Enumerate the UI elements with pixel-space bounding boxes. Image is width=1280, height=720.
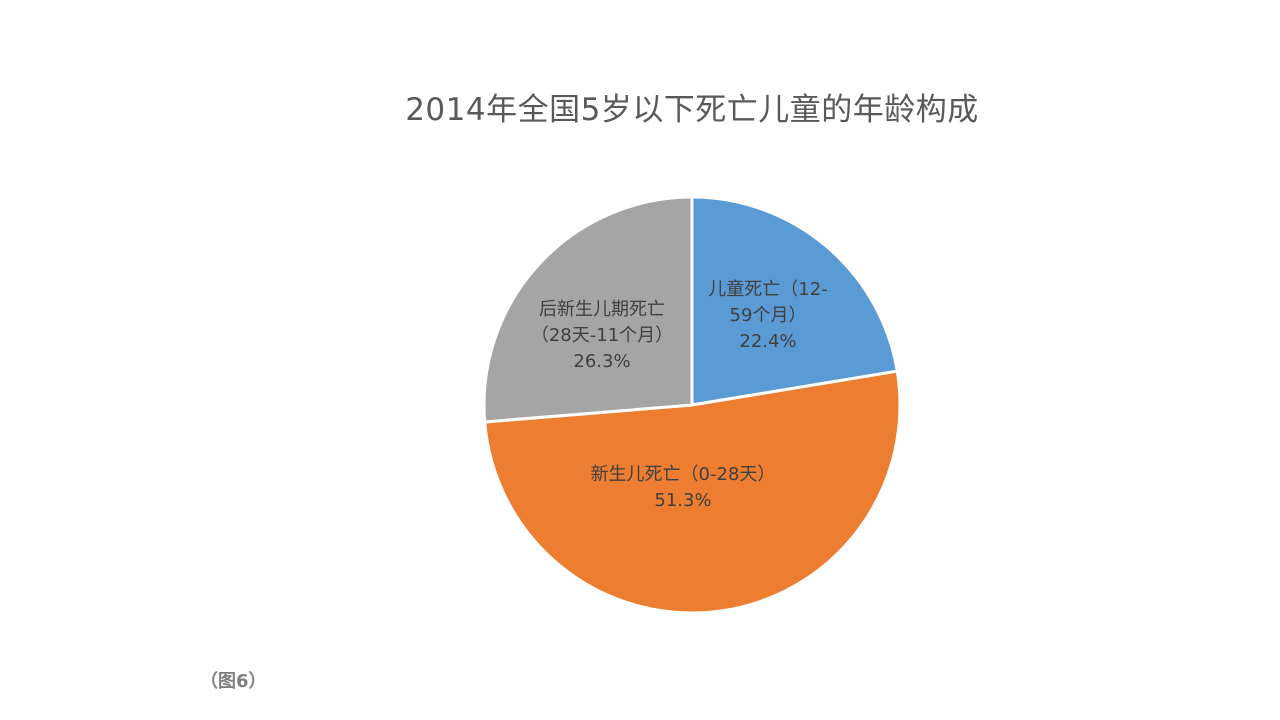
pie-slice-2 bbox=[483, 369, 902, 615]
pie-slice-3 bbox=[482, 195, 694, 424]
slice-category-label: 59个月） bbox=[730, 305, 807, 326]
chart-title: 2014年全国5岁以下死亡儿童的年龄构成 bbox=[405, 92, 979, 128]
pie-slice-1 bbox=[690, 195, 899, 407]
figure-caption: （图6） bbox=[200, 671, 267, 692]
slice-category-label: 新生儿死亡（0-28天） bbox=[591, 464, 776, 485]
slice-category-label: （28天-11个月） bbox=[531, 325, 673, 346]
slice-category-label: 儿童死亡（12- bbox=[708, 279, 827, 300]
slice-percent-label: 51.3% bbox=[654, 490, 711, 511]
slice-percent-label: 22.4% bbox=[739, 331, 796, 352]
slice-category-label: 后新生儿期死亡 bbox=[539, 299, 665, 320]
slice-data-label-3: 后新生儿期死亡 （28天-11个月） 26.3% bbox=[531, 299, 673, 372]
slice-data-label-1: 儿童死亡（12- 59个月） 22.4% bbox=[708, 279, 827, 352]
slice-percent-label: 26.3% bbox=[573, 351, 630, 372]
slice-data-label-2: 新生儿死亡（0-28天） 51.3% bbox=[591, 464, 776, 511]
